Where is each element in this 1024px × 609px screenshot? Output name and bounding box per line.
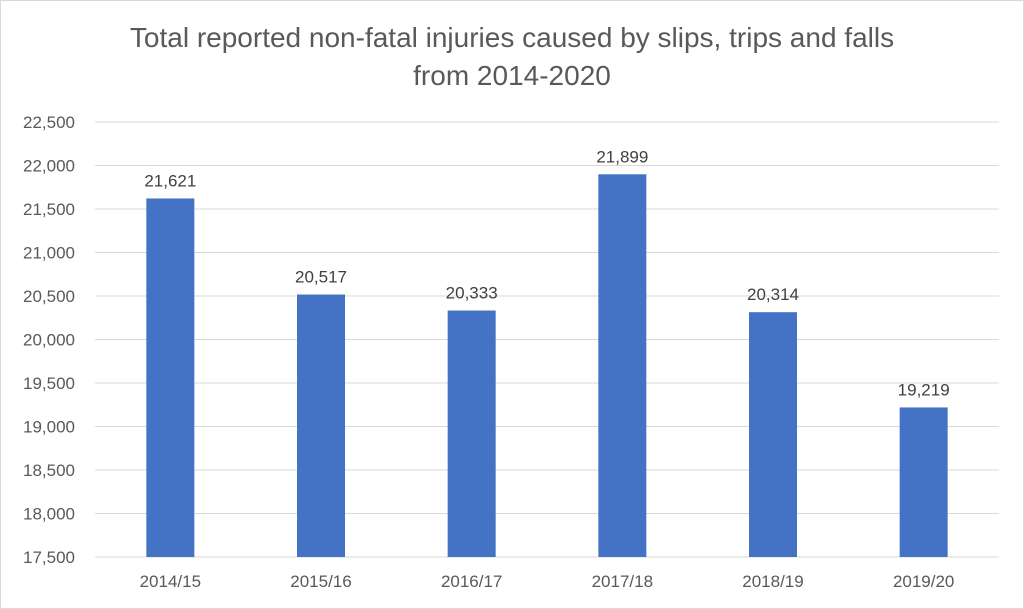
- bars: [146, 174, 948, 558]
- bar-2015-16: [297, 294, 345, 557]
- y-tick-label: 21,000: [23, 244, 75, 263]
- data-label: 19,219: [898, 380, 950, 399]
- bar-2017-18: [598, 174, 647, 558]
- data-label: 21,621: [144, 171, 196, 190]
- y-tick-label: 20,500: [23, 287, 75, 306]
- data-label: 20,333: [446, 284, 498, 303]
- bar-2019-20: [899, 407, 948, 557]
- data-labels: 21,621 20,517 20,333 21,899 20,314 19,219: [144, 147, 949, 399]
- bar-2018-19: [749, 312, 797, 557]
- data-label: 21,899: [596, 147, 648, 166]
- y-tick-label: 20,000: [23, 331, 75, 350]
- data-label: 20,314: [747, 285, 799, 304]
- y-tick-label: 18,000: [23, 505, 75, 524]
- x-tick-label: 2018/19: [742, 572, 803, 591]
- y-tick-label: 18,500: [23, 461, 75, 480]
- chart-title-line-1: Total reported non-fatal injuries caused…: [129, 22, 895, 53]
- y-tick-label: 21,500: [23, 200, 75, 219]
- bar-2014-15: [146, 198, 195, 557]
- chart-title: Total reported non-fatal injuries caused…: [1, 19, 1023, 95]
- y-tick-label: 22,000: [23, 157, 75, 176]
- y-tick-label: 17,500: [23, 548, 75, 567]
- chart-title-line-2: from 2014-2020: [413, 60, 611, 91]
- data-label: 20,517: [295, 268, 347, 287]
- y-tick-label: 19,500: [23, 374, 75, 393]
- y-axis-ticks: 17,500 18,000 18,500 19,000 19,500 20,000 20,5…: [23, 113, 75, 567]
- y-tick-label: 19,000: [23, 418, 75, 437]
- x-tick-label: 2019/20: [893, 572, 954, 591]
- x-axis-ticks: 2014/15 2015/16 2016/17 2017/18 2018/19 2019/…: [140, 572, 955, 591]
- y-tick-label: 22,500: [23, 113, 75, 132]
- gridlines: [95, 121, 999, 558]
- bar-2016-17: [447, 310, 496, 557]
- x-tick-label: 2017/18: [592, 572, 653, 591]
- x-tick-label: 2014/15: [140, 572, 201, 591]
- x-tick-label: 2015/16: [290, 572, 351, 591]
- x-tick-label: 2016/17: [441, 572, 502, 591]
